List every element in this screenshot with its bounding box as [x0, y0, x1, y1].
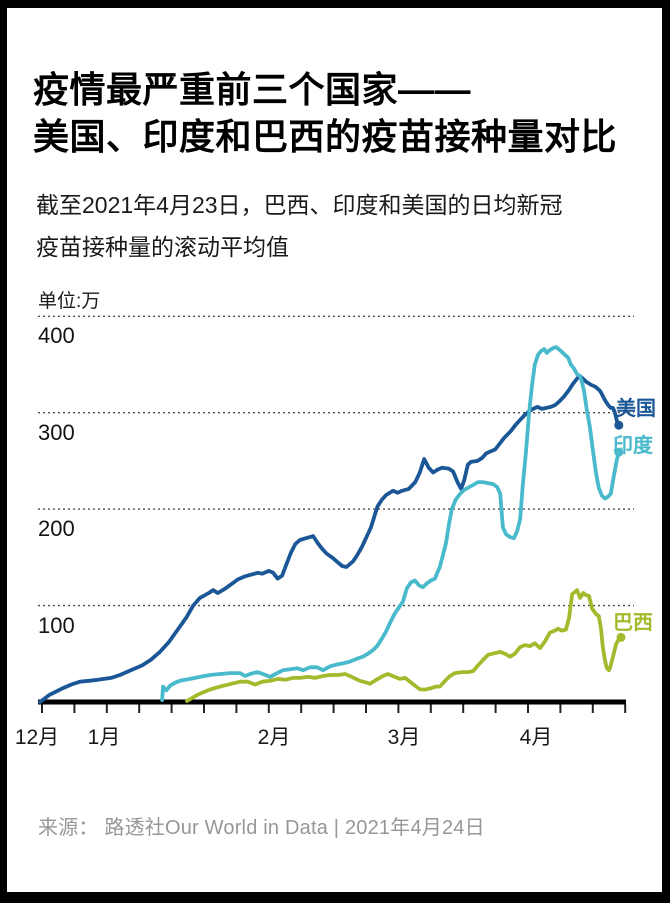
y-axis-tick-label-100: 100 [38, 613, 75, 638]
x-axis-month-label: 1月 [87, 726, 121, 749]
x-axis-month-label: 2月 [257, 726, 291, 749]
x-axis-line [38, 699, 626, 705]
series-line-us [38, 374, 621, 704]
chart-title: 疫情最严重前三个国家—— 美国、印度和巴西的疫苗接种量对比 [33, 66, 643, 160]
series-endpoint-dot-us [614, 420, 624, 430]
chart-subtitle-line1: 截至2021年4月23日，巴西、印度和美国的日均新冠 [36, 192, 563, 218]
series-endpoint-dot-india [614, 447, 624, 457]
chart-subtitle: 截至2021年4月23日，巴西、印度和美国的日均新冠 疫苗接种量的滚动平均值 [36, 184, 636, 268]
y-axis-tick-label-300: 300 [38, 420, 75, 445]
series-line-brazil [185, 588, 623, 703]
y-axis-tick-label-200: 200 [38, 516, 75, 541]
y-axis-tick-label-400: 400 [38, 323, 75, 348]
x-axis-month-label: 4月 [519, 726, 553, 749]
x-axis-month-label: 12月 [14, 726, 60, 749]
series-label-us: 美国 [616, 398, 656, 420]
chart-title-line2: 美国、印度和巴西的疫苗接种量对比 [33, 116, 618, 157]
x-axis-month-label: 3月 [387, 726, 421, 749]
series-line-india [160, 345, 621, 702]
y-axis-unit-label: 单位:万 [38, 291, 101, 312]
series-endpoint-dot-brazil [616, 632, 626, 642]
chart-title-line1: 疫情最严重前三个国家—— [33, 69, 472, 110]
series-label-brazil: 巴西 [613, 612, 653, 634]
series-label-india: 印度 [613, 435, 653, 457]
chart-subtitle-line2: 疫苗接种量的滚动平均值 [36, 234, 289, 260]
source-attribution: 来源： 路透社Our World in Data | 2021年4月24日 [38, 817, 485, 839]
